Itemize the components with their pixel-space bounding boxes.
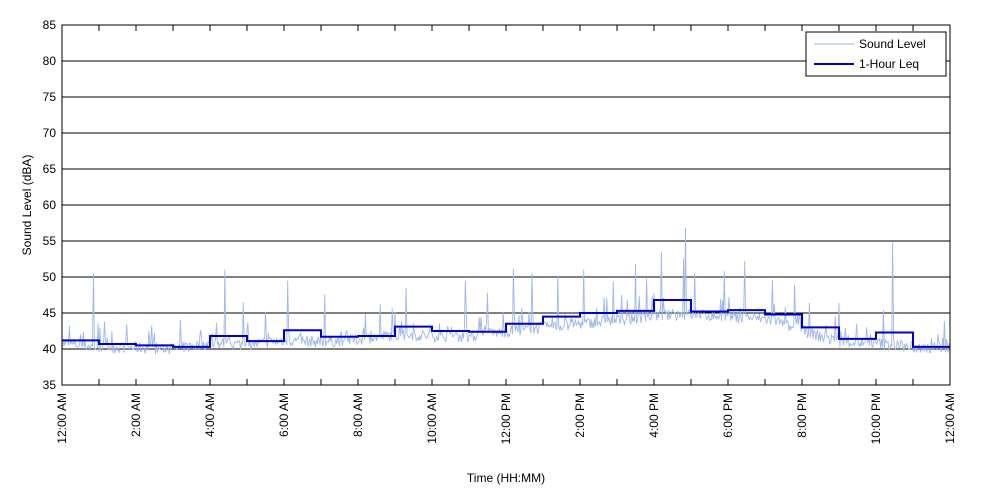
series-1-hour-leq <box>62 299 950 348</box>
y-tick-label: 80 <box>43 54 57 68</box>
y-tick-label: 45 <box>43 306 57 320</box>
y-tick-label: 55 <box>43 234 57 248</box>
x-tick-label: 10:00 AM <box>425 393 439 444</box>
legend-label-leq: 1-Hour Leq <box>859 57 919 71</box>
y-tick-label: 85 <box>43 18 57 32</box>
grid-lines <box>62 60 950 350</box>
y-tick-label: 65 <box>43 162 57 176</box>
legend: Sound Level 1-Hour Leq <box>805 31 947 77</box>
x-tick-label: 12:00 PM <box>499 393 513 444</box>
x-tick-label: 12:00 AM <box>943 393 957 444</box>
axis-ticks: 35 40 45 50 55 60 65 70 75 80 85 12:00 AM 2:00 AM 4:0… <box>43 18 957 444</box>
y-tick-label: 40 <box>43 342 57 356</box>
x-tick-label: 6:00 AM <box>277 393 291 437</box>
y-tick-label: 50 <box>43 270 57 284</box>
y-tick-label: 70 <box>43 126 57 140</box>
x-tick-label: 2:00 PM <box>573 393 587 438</box>
y-tick-label: 75 <box>43 90 57 104</box>
y-tick-label: 60 <box>43 198 57 212</box>
legend-label-sound-level: Sound Level <box>859 37 926 51</box>
y-tick-label: 35 <box>43 378 57 392</box>
series-sound-level <box>61 227 951 355</box>
legend-box <box>805 31 947 77</box>
plot-series <box>61 227 951 355</box>
x-tick-label: 8:00 AM <box>351 393 365 437</box>
x-tick-label: 8:00 PM <box>795 393 809 438</box>
x-tick-label: 4:00 AM <box>203 393 217 437</box>
x-tick-label: 12:00 AM <box>55 393 69 444</box>
x-axis-label: Time (HH:MM) <box>467 471 545 485</box>
x-tick-label: 10:00 PM <box>869 393 883 444</box>
x-tick-label: 6:00 PM <box>721 393 735 438</box>
x-tick-label: 4:00 PM <box>647 393 661 438</box>
y-axis-label: Sound Level (dBA) <box>20 155 34 256</box>
x-tick-label: 2:00 AM <box>129 393 143 437</box>
